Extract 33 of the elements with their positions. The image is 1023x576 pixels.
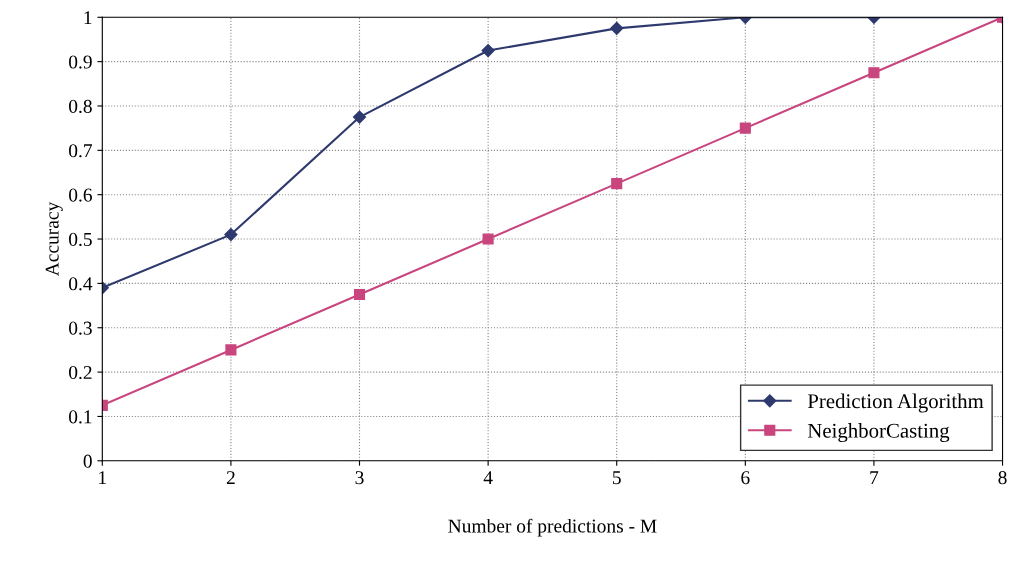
- y-tick-label: 0.8: [69, 99, 92, 114]
- point: [482, 233, 494, 245]
- point: [353, 288, 366, 301]
- y-axis-title: Accuracy: [45, 201, 63, 277]
- point: [610, 21, 624, 35]
- x-tick-label: 5: [612, 471, 621, 485]
- point: [352, 110, 367, 124]
- x-tick-label: 7: [870, 471, 879, 485]
- y-tick-label: 0.5: [69, 232, 92, 247]
- point: [225, 344, 237, 356]
- point: [739, 122, 751, 134]
- y-tick-label: 0.1: [69, 410, 92, 424]
- y-tick-label: 0.6: [69, 188, 92, 202]
- x-tick-label: 2: [226, 471, 235, 485]
- legend-label: NeighborCasting: [807, 423, 950, 443]
- y-tick-label: 0.9: [69, 55, 92, 69]
- y-tick-label: 0.4: [69, 277, 93, 291]
- x-axis-title: Number of predictions - M: [448, 518, 657, 537]
- y-tick-label: 0: [83, 454, 92, 468]
- x-tick-label: 1: [99, 471, 106, 485]
- x-tick-label: 6: [741, 471, 750, 485]
- point: [224, 228, 238, 242]
- y-tick-label: 1: [84, 11, 92, 25]
- point: [868, 67, 880, 79]
- x-tick-label: 8: [998, 471, 1007, 485]
- y-tick-label: 0.2: [69, 365, 92, 380]
- point: [481, 43, 495, 58]
- legend-label: Prediction Algorithm: [807, 393, 984, 413]
- y-tick-label: 0.7: [69, 144, 93, 158]
- point: [611, 178, 623, 190]
- x-tick-label: 3: [355, 471, 364, 485]
- y-tick-label: 0.3: [69, 321, 92, 335]
- x-tick-label: 4: [483, 471, 493, 485]
